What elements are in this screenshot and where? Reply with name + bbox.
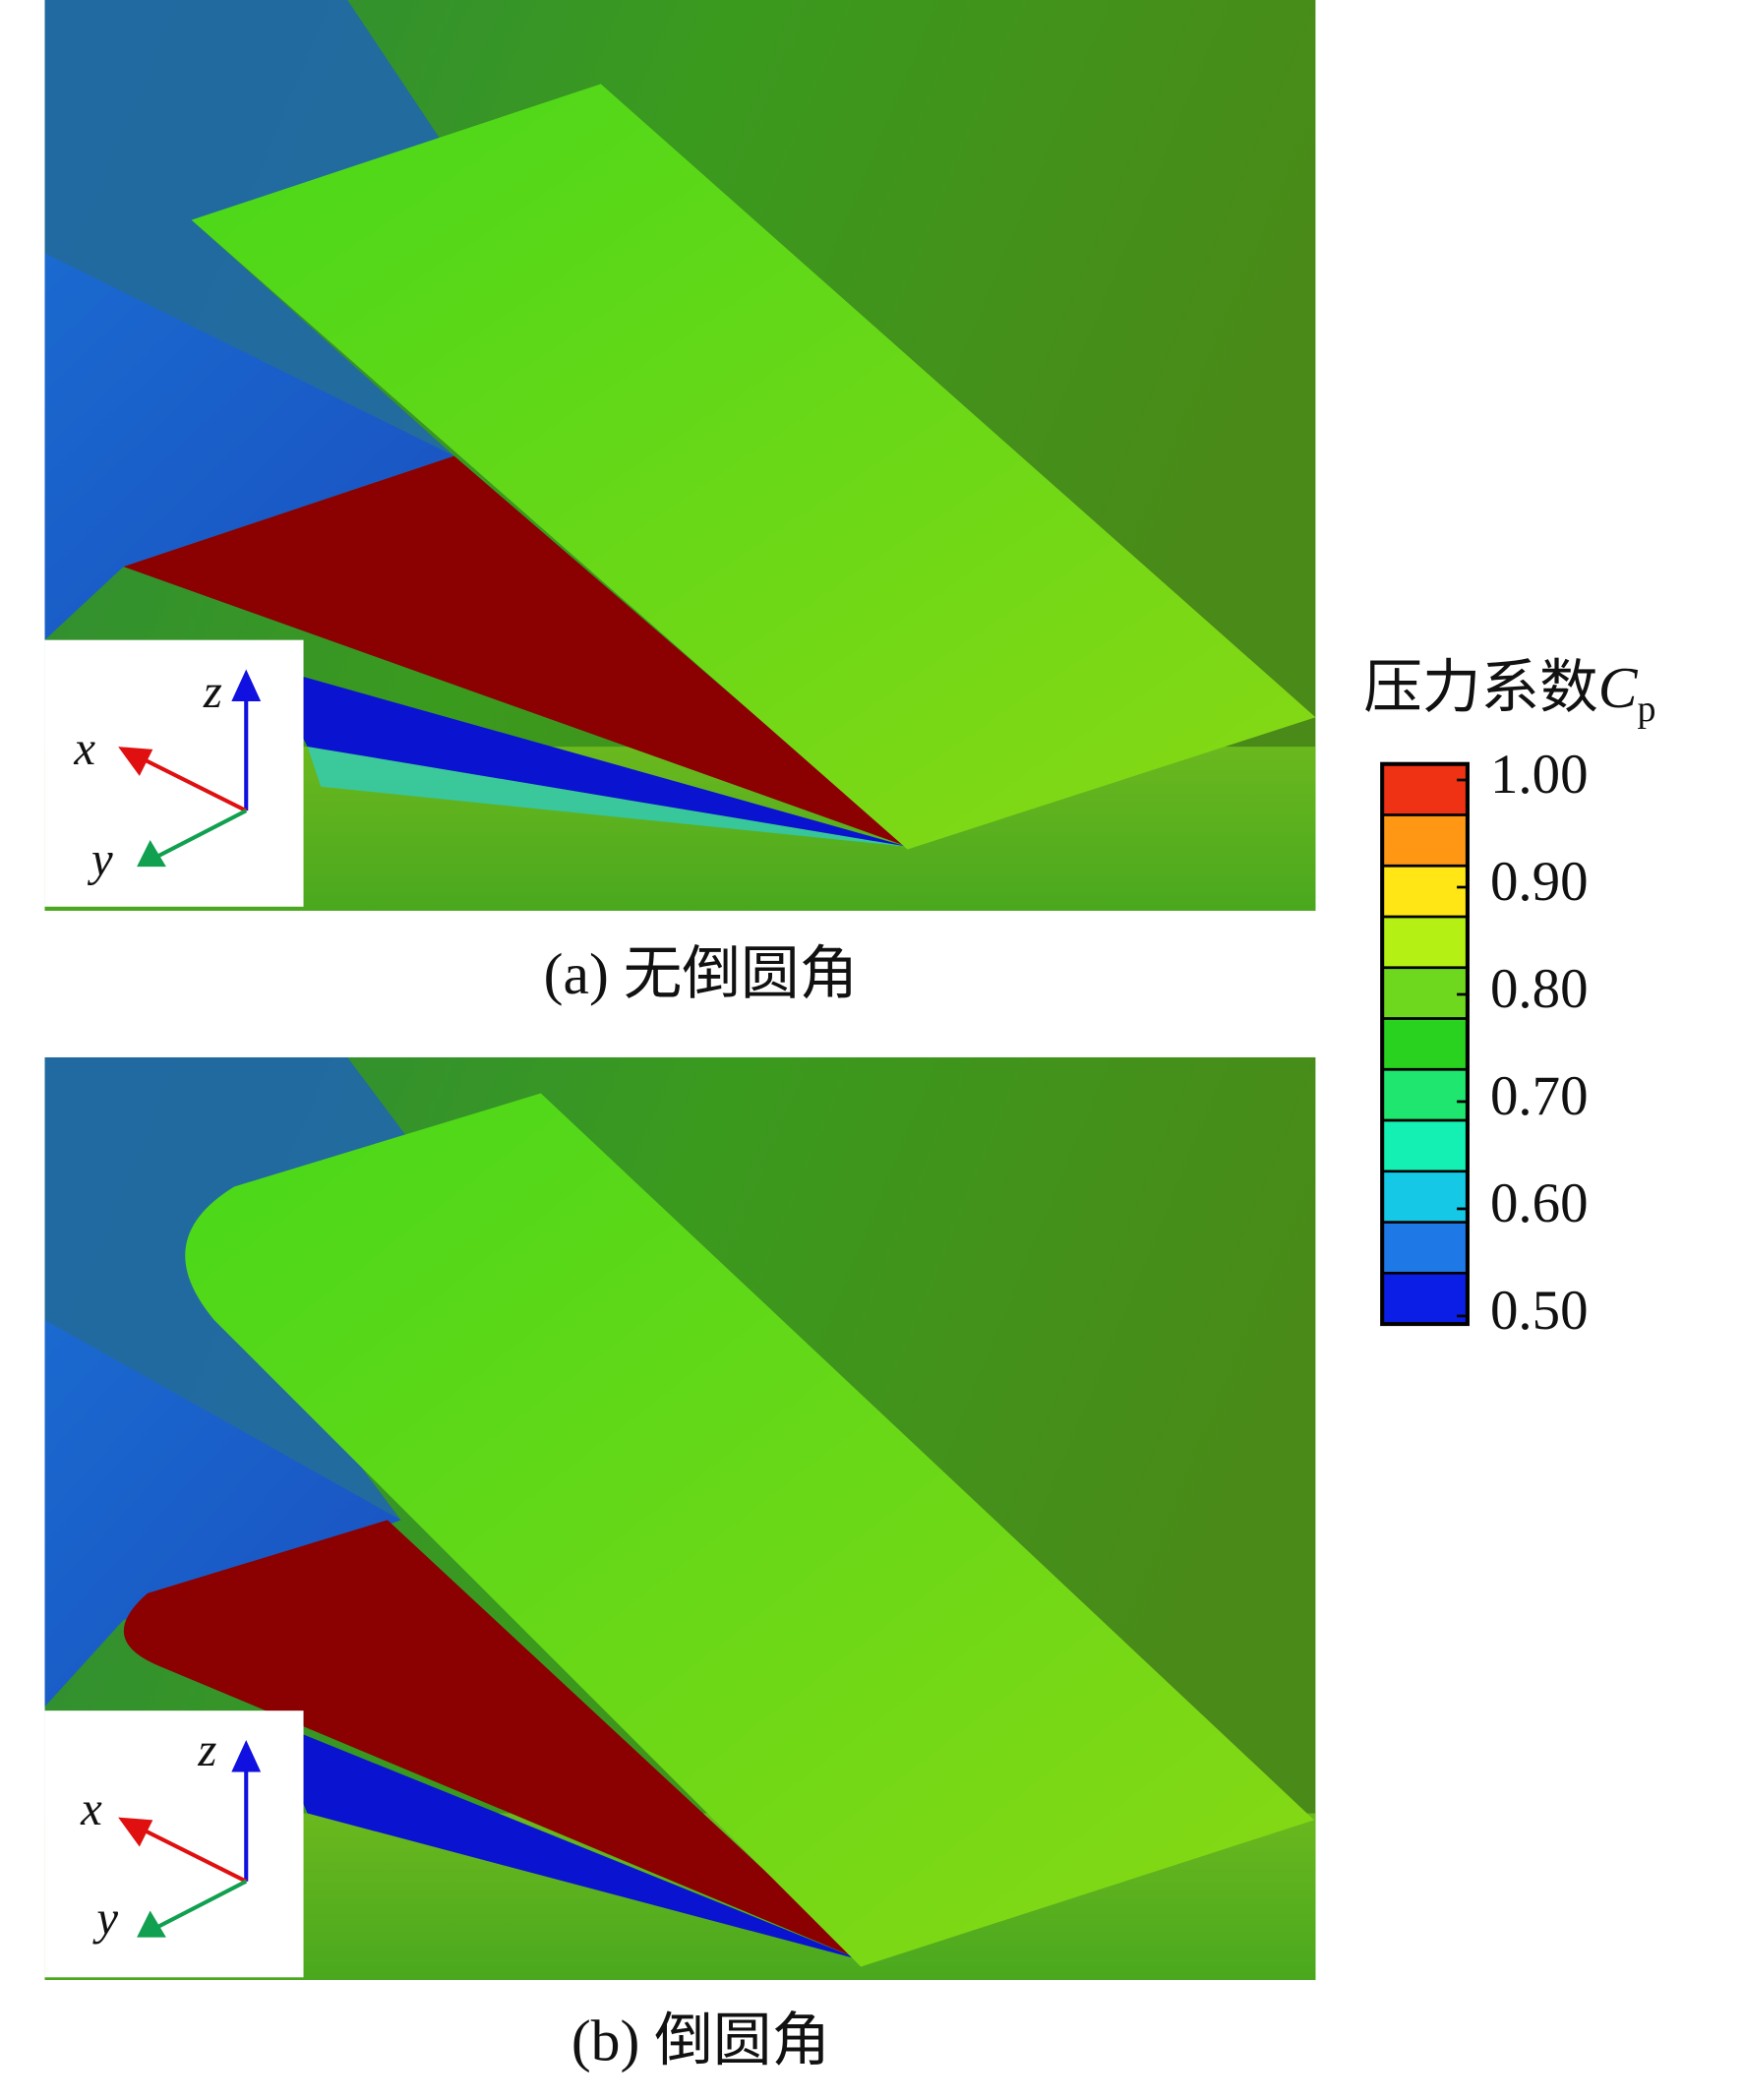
colorbar-tick-label: 0.90 [1490,851,1589,913]
title-subscript: p [1637,689,1655,730]
colorbar-title: 压力系数Cp [1363,655,1655,730]
colorbar-tick-label: 0.80 [1490,958,1589,1020]
caption: (a) 无倒圆角 [544,941,859,1006]
panel-a [45,0,1316,911]
colorbar-segment [1382,1069,1468,1121]
caption: (b) 倒圆角 [571,2008,830,2072]
colorbar-tick-label: 0.60 [1490,1172,1589,1234]
colorbar-segment [1382,1170,1468,1224]
colorbar-segment [1382,1273,1468,1325]
colorbar-segment [1382,814,1468,867]
title-text: 压力系数 [1363,655,1597,720]
colorbar-tick-label: 0.50 [1490,1280,1589,1342]
colorbar-segment [1382,763,1468,816]
axis-label: x [73,722,95,775]
colorbar-segment [1382,1018,1468,1070]
panel-b [45,1056,1316,1980]
colorbar-segment [1382,917,1468,969]
colorbar-tick-label: 1.00 [1490,744,1589,806]
title-symbol: C [1598,655,1639,720]
colorbar-segment [1382,967,1468,1020]
axis-label: x [80,1782,102,1835]
colorbar-segment [1382,1222,1468,1274]
colorbar-segment [1382,1120,1468,1172]
axis-label: z [203,665,222,718]
colorbar-frame [1380,761,1470,1327]
axis-label: z [197,1723,216,1776]
axis-label: y [91,1891,118,1945]
colorbar: 1.00 0.90 0.80 0.70 0.60 0.50 [1380,744,1589,1342]
colorbar-tick-label: 0.70 [1490,1065,1589,1127]
colorbar-segment [1382,866,1468,918]
axis-label: y [87,833,113,886]
